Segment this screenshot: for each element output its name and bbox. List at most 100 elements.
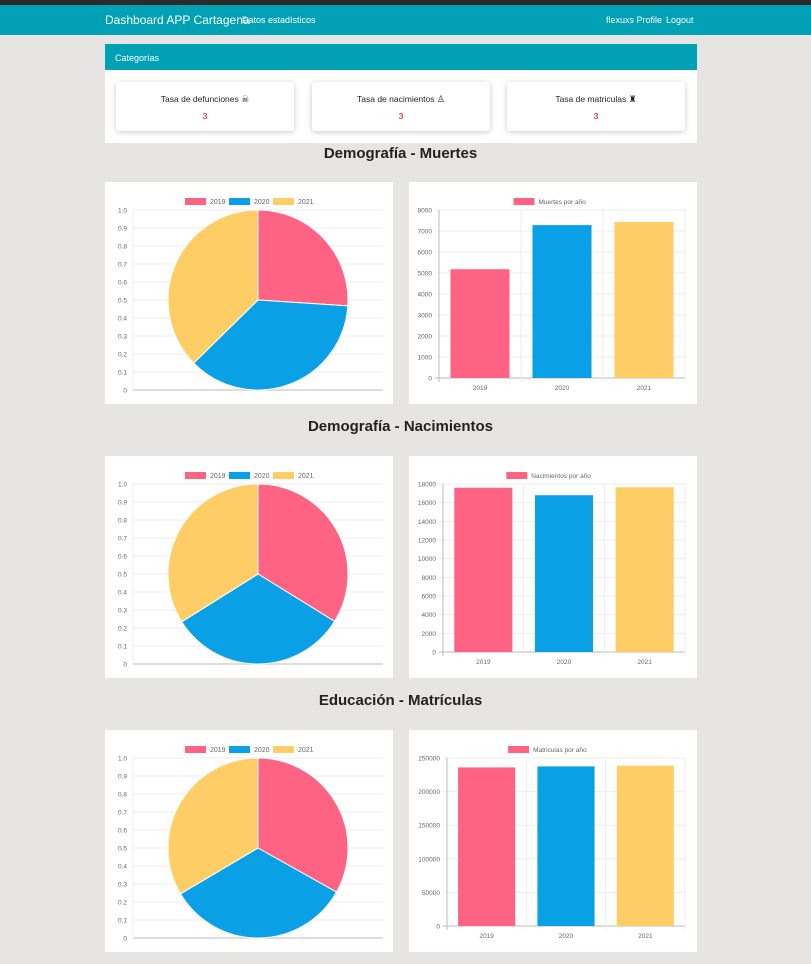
legend-label: 2021: [298, 199, 314, 206]
legend-swatch: [273, 198, 294, 205]
y-tick-label: 0.8: [118, 518, 127, 525]
y-tick-label: 250000: [418, 756, 440, 763]
y-tick-label: 0.7: [118, 262, 127, 269]
y-tick-label: 6000: [422, 594, 437, 601]
pie-slice: [181, 573, 336, 665]
y-tick-label: 7000: [418, 229, 433, 236]
x-tick-label: 2021: [638, 933, 653, 940]
stat-title-row: Tasa de nacimientos ♙: [312, 94, 490, 105]
y-tick-label: 0.3: [118, 334, 127, 341]
stat-value: 3: [398, 111, 404, 121]
y-tick-label: 18000: [418, 482, 436, 489]
y-tick-label: 0.2: [118, 900, 127, 907]
legend-swatch: [506, 472, 528, 479]
y-tick-label: 0: [436, 924, 440, 931]
y-tick-label: 1.0: [118, 756, 127, 763]
y-tick-label: 200000: [418, 789, 440, 796]
stat-card-defunciones[interactable]: Tasa de defunciones ☠ 3: [116, 82, 294, 131]
y-tick-label: 16000: [418, 500, 436, 507]
nav-datos-estadisticos[interactable]: Datos estadísticos: [242, 15, 316, 25]
x-tick-label: 2020: [559, 933, 574, 940]
stat-title-row: Tasa de defunciones ☠: [116, 94, 294, 105]
legend-swatch: [185, 746, 206, 753]
y-tick-label: 1000: [418, 355, 433, 362]
pie-slice: [257, 483, 349, 623]
skull-crossbones-icon: ☠: [241, 94, 250, 104]
pie-slice: [257, 209, 349, 307]
y-tick-label: 0.5: [118, 572, 127, 579]
pie-chart-nacimientos: 2019 2020 2021 0 0.1 0.2 0.3 0.4 0.5 0.6 0.7 0.8 0.9…: [105, 456, 393, 678]
legend-label: Muertes por año: [539, 199, 587, 206]
y-tick-label: 1.0: [118, 482, 127, 489]
legend-label: 2020: [254, 747, 270, 754]
legend-swatch: [229, 746, 250, 753]
bar-2019: [454, 487, 513, 652]
y-tick-label: 8000: [422, 575, 437, 582]
categories-card: Categorías Tasa de defunciones ☠ 3 Tasa …: [105, 44, 697, 143]
bar-chart-nacimientos: Nacimientos por año 0 2000 4000 6000 8000 1000…: [409, 456, 697, 678]
bar-2021: [615, 487, 674, 652]
stat-title: Tasa de nacimientos: [357, 94, 435, 104]
y-tick-label: 0.1: [118, 370, 127, 377]
bar-chart-muertes: Muertes por año 0 1000 2000 3000 4000 5000 6000…: [409, 182, 697, 404]
y-tick-label: 0.7: [118, 810, 127, 817]
baby-icon: ♙: [436, 94, 445, 104]
brand-link[interactable]: Dashboard APP Cartagena: [105, 13, 250, 27]
legend-swatch: [185, 198, 206, 205]
nav-logout[interactable]: Logout: [666, 15, 694, 25]
y-tick-label: 0.1: [118, 644, 127, 651]
y-tick-label: 6000: [418, 250, 433, 257]
y-tick-label: 0.6: [118, 828, 127, 835]
y-tick-label: 0: [123, 936, 127, 943]
stat-card-nacimientos[interactable]: Tasa de nacimientos ♙ 3: [312, 82, 490, 131]
nav-profile[interactable]: flexuxs Profile: [606, 15, 663, 25]
y-tick-label: 12000: [418, 538, 436, 545]
pie-slice: [179, 847, 338, 939]
stat-title: Tasa de defunciones: [160, 94, 239, 104]
x-tick-label: 2021: [637, 385, 652, 392]
legend-label: 2020: [254, 473, 270, 480]
pie-slice: [167, 483, 259, 623]
bar-2020: [537, 766, 595, 926]
y-tick-label: 100000: [418, 856, 440, 863]
section-title-matriculas: Educación - Matrículas: [318, 692, 483, 709]
pie-slice: [167, 209, 259, 364]
legend-label: 2021: [298, 747, 314, 754]
y-tick-label: 50000: [422, 890, 440, 897]
stat-title: Tasa de matriculas: [555, 94, 627, 104]
x-tick-label: 2021: [637, 659, 652, 666]
legend-label: 2019: [210, 473, 226, 480]
section-title-nacimientos: Demografía - Nacimientos: [307, 418, 494, 435]
legend-label: Matriculas por año: [533, 747, 587, 754]
stat-value: 3: [593, 111, 599, 121]
y-tick-label: 0.9: [118, 226, 127, 233]
bar-2021: [616, 765, 674, 926]
y-tick-label: 0.2: [118, 352, 127, 359]
legend-label: Nacimientos por año: [531, 473, 591, 480]
stat-title-row: Tasa de matriculas ♜: [507, 94, 685, 105]
bar-2019: [458, 767, 516, 926]
graduate-icon: ♜: [628, 94, 637, 104]
categories-header: Categorías: [105, 44, 697, 70]
x-tick-label: 2020: [555, 385, 570, 392]
pie-chart-muertes: 2019 2020 2021 0 0.1 0.2 0.3 0.4 0.5 0.6 0.7 0.8 0.9…: [105, 182, 393, 404]
pie-slice: [167, 757, 259, 895]
y-tick-label: 0.5: [118, 298, 127, 305]
y-tick-label: 5000: [418, 271, 433, 278]
y-tick-label: 14000: [418, 519, 436, 526]
y-tick-label: 10000: [418, 556, 436, 563]
pie-slice: [257, 757, 349, 893]
legend-swatch: [513, 198, 535, 205]
y-tick-label: 0: [123, 662, 127, 669]
bar-2020: [534, 495, 594, 652]
y-tick-label: 1.0: [118, 208, 127, 215]
window-top-strip: [0, 0, 811, 5]
bar-chart-matriculas: Matriculas por año 0 50000 100000 150000 2000…: [409, 730, 697, 952]
legend-label: 2021: [298, 473, 314, 480]
navbar: Dashboard APP Cartagena Datos estadístic…: [0, 5, 811, 35]
legend-swatch: [229, 472, 250, 479]
x-tick-label: 2019: [479, 933, 494, 940]
y-tick-label: 0: [123, 388, 127, 395]
y-tick-label: 0: [428, 376, 432, 383]
stat-card-matriculas[interactable]: Tasa de matriculas ♜ 3: [507, 82, 685, 131]
